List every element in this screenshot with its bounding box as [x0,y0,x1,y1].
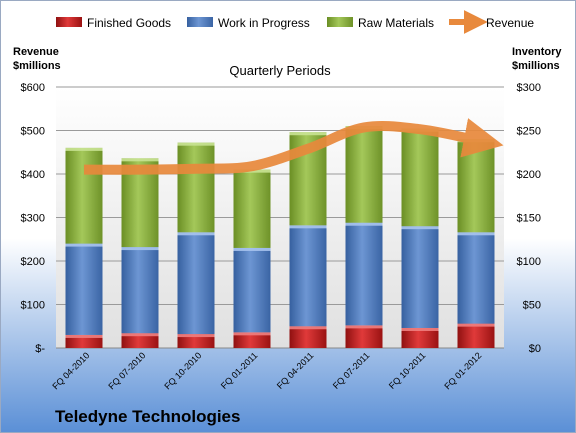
bar-finished-goods-cap [121,333,159,337]
chart-title: Quarterly Periods [229,63,331,78]
right-tick-label: $200 [517,169,541,181]
revenue-line [83,118,504,175]
bar-work-in-progress [177,232,215,335]
bar-finished-goods [65,334,103,348]
left-axis-ticks: $- $100 $200 $300 $400 $500 $600 [21,82,46,355]
bar-raw-materials [233,169,271,248]
legend-swatch-finished-goods [56,17,82,27]
bar-work-in-progress [345,222,383,326]
bar-finished-goods [345,325,383,348]
bar-work-in-progress [121,247,159,334]
bar-finished-goods-cap [345,325,383,329]
bar-raw-materials [65,147,103,244]
legend-item-finished-goods: Finished Goods [56,16,171,30]
left-tick-label: $- [35,343,45,355]
yl-left-line: Revenue [13,46,59,58]
bar-raw-materials [457,139,495,233]
bar-work-in-progress [289,225,327,327]
left-tick-label: $200 [21,256,45,268]
bar-work-in-progress [401,226,439,328]
bar-work-in-progress-cap [65,243,103,247]
bar-raw-materials [401,128,439,227]
y-axis-title-right: Inventory $millions [512,46,562,72]
bar-raw-materials-cap [289,132,327,136]
bar-finished-goods-cap [65,334,103,338]
legend-label-revenue: Revenue [486,16,534,30]
yl-left-line: $millions [13,60,61,72]
company-name: Teledyne Technologies [55,407,240,426]
legend-swatch-work-in-progress [187,17,213,27]
bars [65,126,495,348]
bar-raw-materials-cap [121,158,159,162]
left-tick-label: $500 [21,126,45,138]
bar-work-in-progress-cap [457,232,495,236]
right-tick-label: $300 [517,82,541,94]
left-tick-label: $400 [21,169,45,181]
yl-right-line: Inventory [512,46,562,58]
bar-finished-goods [121,333,159,348]
right-tick-label: $150 [517,213,541,225]
bar-finished-goods-cap [177,334,215,338]
legend-item-work-in-progress: Work in Progress [187,16,310,30]
left-tick-label: $300 [21,213,45,225]
bar-work-in-progress-cap [177,232,215,236]
yl-right-line: $millions [512,60,560,72]
bar-finished-goods [289,326,327,348]
legend-item-revenue: Revenue [449,10,534,34]
bar-finished-goods [401,327,439,348]
bar-work-in-progress [457,232,495,324]
bar-finished-goods-cap [457,323,495,327]
left-tick-label: $600 [21,82,45,94]
legend-item-raw-materials: Raw Materials [327,16,434,30]
right-tick-label: $250 [517,126,541,138]
legend-label-raw-materials: Raw Materials [358,16,434,30]
bar-work-in-progress-cap [289,225,327,229]
bar-raw-materials [177,142,215,233]
bar-raw-materials [345,126,383,223]
bar-work-in-progress [233,247,271,333]
legend-swatch-raw-materials [327,17,353,27]
bar-finished-goods-cap [233,332,271,336]
bar-raw-materials-cap [177,142,215,146]
bar-work-in-progress-cap [345,222,383,226]
bar-work-in-progress [65,243,103,335]
bar-finished-goods [233,332,271,348]
right-axis-ticks: $0 $50 $100 $150 $200 $250 $300 [517,82,541,355]
left-tick-label: $100 [21,300,45,312]
bar-work-in-progress-cap [121,247,159,251]
legend-label-work-in-progress: Work in Progress [218,16,310,30]
bar-finished-goods-cap [289,326,327,330]
revenue-series [83,118,504,175]
legend-label-finished-goods: Finished Goods [87,16,171,30]
right-tick-label: $50 [523,300,541,312]
bar-finished-goods-cap [401,327,439,331]
right-tick-label: $100 [517,256,541,268]
bar-finished-goods [457,323,495,348]
bar-raw-materials-cap [65,147,103,151]
y-axis-title-left: Revenue $millions [13,46,61,72]
bar-work-in-progress-cap [401,226,439,230]
bar-finished-goods [177,334,215,348]
right-tick-label: $0 [529,343,541,355]
legend: Finished Goods Work in Progress Raw Mate… [56,10,534,34]
bar-work-in-progress-cap [233,247,271,251]
